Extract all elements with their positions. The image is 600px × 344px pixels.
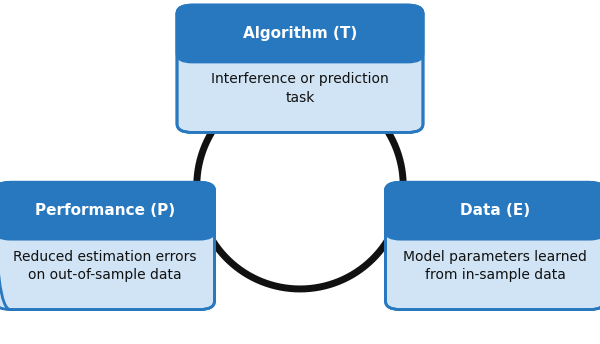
Bar xyxy=(10,209,200,230)
FancyBboxPatch shape xyxy=(386,182,600,239)
Text: Performance (P): Performance (P) xyxy=(35,203,175,218)
Text: Data (E): Data (E) xyxy=(460,203,530,218)
Text: Algorithm (T): Algorithm (T) xyxy=(243,26,357,41)
Bar xyxy=(192,32,408,53)
Bar xyxy=(401,209,589,230)
Text: Reduced estimation errors
on out-of-sample data: Reduced estimation errors on out-of-samp… xyxy=(13,250,197,282)
Text: Model parameters learned
from in-sample data: Model parameters learned from in-sample … xyxy=(403,250,587,282)
FancyBboxPatch shape xyxy=(177,5,423,132)
FancyBboxPatch shape xyxy=(0,182,215,310)
FancyBboxPatch shape xyxy=(386,182,600,310)
FancyBboxPatch shape xyxy=(0,182,215,239)
Text: Interference or prediction
task: Interference or prediction task xyxy=(211,73,389,105)
FancyBboxPatch shape xyxy=(177,5,423,62)
